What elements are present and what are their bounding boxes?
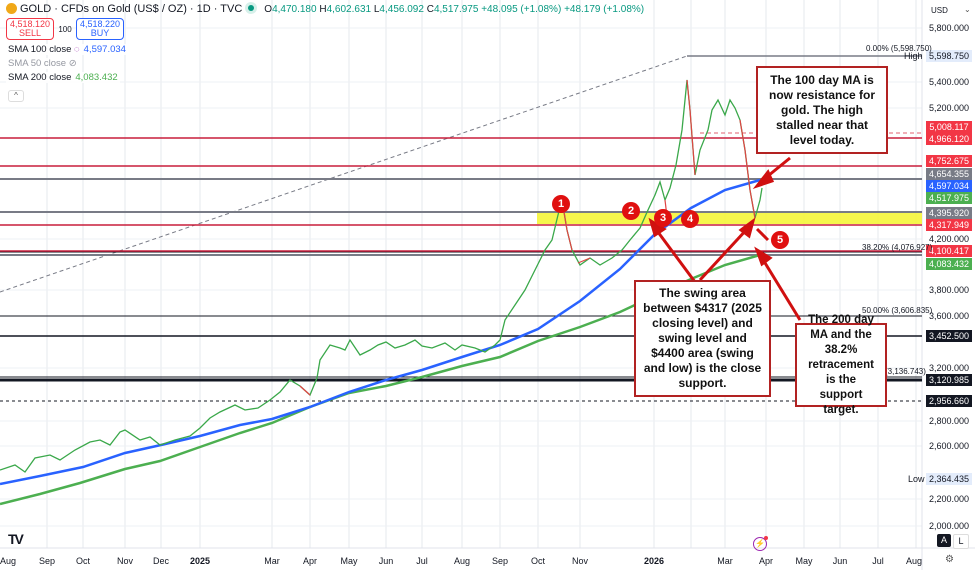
indicator-sma200[interactable]: SMA 200 close 4,083.432 <box>6 72 120 83</box>
fib-label: 38.20% (4,076.927) <box>862 243 933 252</box>
marker-5: 5 <box>771 231 789 249</box>
high-value: 5,598.750 <box>926 50 972 62</box>
time-label: Jun <box>832 556 848 566</box>
low-label: Low <box>908 474 925 484</box>
callout-swing: The swing area between $4317 (2025 closi… <box>634 280 771 397</box>
currency-selector[interactable]: USD <box>931 6 948 15</box>
price-tick: 5,200.000 <box>928 103 969 113</box>
price-tag: 3,452.500 <box>926 330 972 342</box>
time-label: Mar <box>264 556 280 566</box>
quantity-value[interactable]: 100 <box>58 24 72 34</box>
time-label: Jun <box>378 556 394 566</box>
time-label: Apr <box>302 556 318 566</box>
price-tag: 4,597.034 <box>926 180 972 192</box>
time-label: Oct <box>530 556 546 566</box>
price-tick: 3,200.000 <box>928 363 969 373</box>
time-label-year: 2026 <box>643 556 665 566</box>
price-tag: 4,317.949 <box>926 219 972 231</box>
market-open-icon <box>248 5 255 11</box>
settings-gear-icon[interactable]: ⚙ <box>945 554 954 565</box>
price-tag: 4,752.675 <box>926 155 972 167</box>
chevron-down-icon[interactable]: ⌄ <box>964 5 971 14</box>
chart-legend: GOLD · CFDs on Gold (US$ / OZ) · 1D · TV… <box>6 3 644 15</box>
price-tick: 5,400.000 <box>928 77 969 87</box>
time-label: Aug <box>453 556 471 566</box>
price-tag: 4,395.920 <box>926 207 972 219</box>
sell-button[interactable]: 4,518.120 SELL <box>6 18 54 40</box>
price-tick: 3,600.000 <box>928 311 969 321</box>
time-label: May <box>795 556 813 566</box>
gold-symbol-icon <box>6 3 17 14</box>
time-label: Jul <box>416 556 428 566</box>
price-tag: 4,083.432 <box>926 258 972 270</box>
current-price-tag: 4,517.975 <box>926 192 972 204</box>
marker-2: 2 <box>622 202 640 220</box>
high-label: High <box>904 51 923 61</box>
time-label: Apr <box>758 556 774 566</box>
fib-label: (3,136.743) <box>885 367 926 376</box>
support-zone <box>537 212 922 224</box>
flash-icon[interactable]: ⚡ <box>753 536 768 551</box>
tradingview-logo[interactable]: TV <box>8 531 24 547</box>
fib-label: 50.00% (3,606.835) <box>862 306 933 315</box>
price-tick: 2,600.000 <box>928 441 969 451</box>
time-label: May <box>340 556 358 566</box>
callout-ma100: The 100 day MA is now resistance for gol… <box>756 66 888 154</box>
loading-icon: ◌ <box>74 44 80 55</box>
price-tick: 2,800.000 <box>928 416 969 426</box>
low-value: 2,364.435 <box>926 473 972 485</box>
log-scale-button[interactable]: L <box>953 534 969 549</box>
collapse-legend-button[interactable]: ^ <box>8 90 24 102</box>
trade-panel: 4,518.120 SELL 100 4,518.220 BUY <box>6 18 124 40</box>
time-label: Aug <box>0 556 17 566</box>
time-label: Mar <box>717 556 733 566</box>
time-label: Nov <box>116 556 134 566</box>
time-label-year: 2025 <box>189 556 211 566</box>
time-label: Oct <box>75 556 91 566</box>
price-tag: 4,966.120 <box>926 133 972 145</box>
annotation-arrows <box>648 156 802 321</box>
time-label: Jul <box>872 556 884 566</box>
indicator-sma50[interactable]: SMA 50 close ⊘ <box>6 58 79 69</box>
time-label: Nov <box>571 556 589 566</box>
time-label: Aug <box>905 556 923 566</box>
price-tag: 3,120.985 <box>926 374 972 386</box>
price-tick: 2,200.000 <box>928 494 969 504</box>
time-label: Dec <box>152 556 170 566</box>
hidden-eye-icon[interactable]: ⊘ <box>68 58 77 69</box>
price-tag: 5,008.117 <box>926 121 972 133</box>
price-tag: 4,654.355 <box>926 168 972 180</box>
price-tick: 4,200.000 <box>928 234 969 244</box>
time-label: Sep <box>38 556 56 566</box>
callout-ma200: The 200 day MA and the 38.2% retracement… <box>795 314 887 416</box>
price-tag: 4,100.417 <box>926 245 972 257</box>
ohlc-values: O4,470.180 H4,602.631 L4,456.092 C4,517.… <box>264 4 645 15</box>
price-tick: 5,800.000 <box>928 23 969 33</box>
indicator-sma100[interactable]: SMA 100 close ◌ 4,597.034 <box>6 44 128 55</box>
marker-1: 1 <box>552 195 570 213</box>
auto-scale-button[interactable]: A <box>937 534 951 547</box>
fib-label: 0.00% (5,598.750) <box>866 44 932 53</box>
marker-4: 4 <box>681 210 699 228</box>
vertical-gridlines <box>46 0 917 548</box>
sma100-line <box>0 178 761 486</box>
time-label: Sep <box>491 556 509 566</box>
symbol-title[interactable]: GOLD · CFDs on Gold (US$ / OZ) · 1D · TV… <box>20 3 243 15</box>
price-tag: 2,956.660 <box>926 395 972 407</box>
price-tick: 2,000.000 <box>928 521 969 531</box>
buy-button[interactable]: 4,518.220 BUY <box>76 18 124 40</box>
marker-3: 3 <box>654 209 672 227</box>
price-tick: 3,800.000 <box>928 285 969 295</box>
